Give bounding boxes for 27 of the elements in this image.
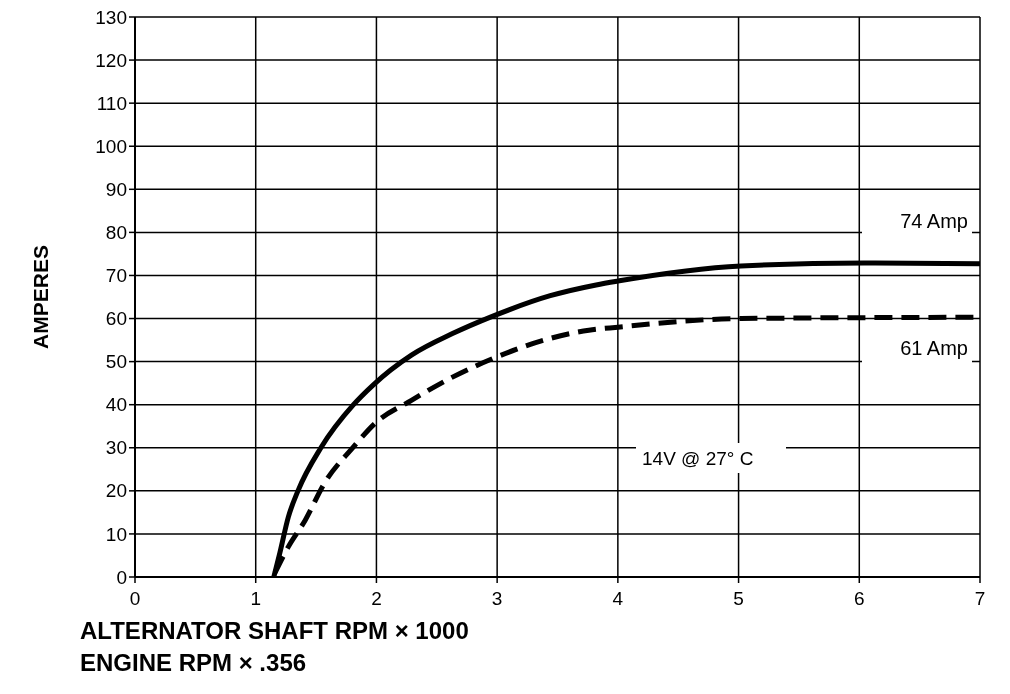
series-label: 74 Amp	[900, 209, 968, 232]
y-tick-label: 50	[105, 351, 127, 373]
x-tick-label: 4	[612, 588, 624, 609]
y-tick-label: 70	[105, 265, 127, 287]
x-tick-label: 1	[250, 588, 261, 609]
y-tick-label: 30	[105, 437, 127, 459]
y-tick-label: 40	[105, 394, 127, 416]
y-tick-label: 20	[105, 480, 127, 502]
x-tick-label: 2	[371, 588, 382, 609]
annotation: 14V @ 27° C	[642, 448, 754, 469]
y-tick-label: 80	[105, 222, 127, 244]
x-axis-title: ALTERNATOR SHAFT RPM × 1000 ENGINE RPM × .356	[80, 617, 469, 676]
y-tick-label: 60	[105, 308, 127, 330]
y-tick-label: 10	[105, 523, 127, 545]
y-tick-label: 0	[116, 566, 127, 588]
y-tick-label: 100	[95, 135, 127, 157]
y-tick-label: 130	[95, 6, 127, 28]
series-label: 61 Amp	[900, 337, 968, 360]
x-tick-label: 5	[733, 588, 744, 609]
x-tick-label: 3	[491, 588, 503, 609]
x-tick-label: 0	[129, 588, 141, 609]
y-tick-label: 90	[105, 178, 127, 200]
x-tick-label: 7	[974, 588, 986, 609]
y-axis-title: AMPERES	[29, 245, 52, 349]
y-tick-label: 110	[96, 92, 127, 114]
x-tick-label: 6	[854, 588, 865, 609]
y-tick-label: 120	[95, 49, 127, 71]
